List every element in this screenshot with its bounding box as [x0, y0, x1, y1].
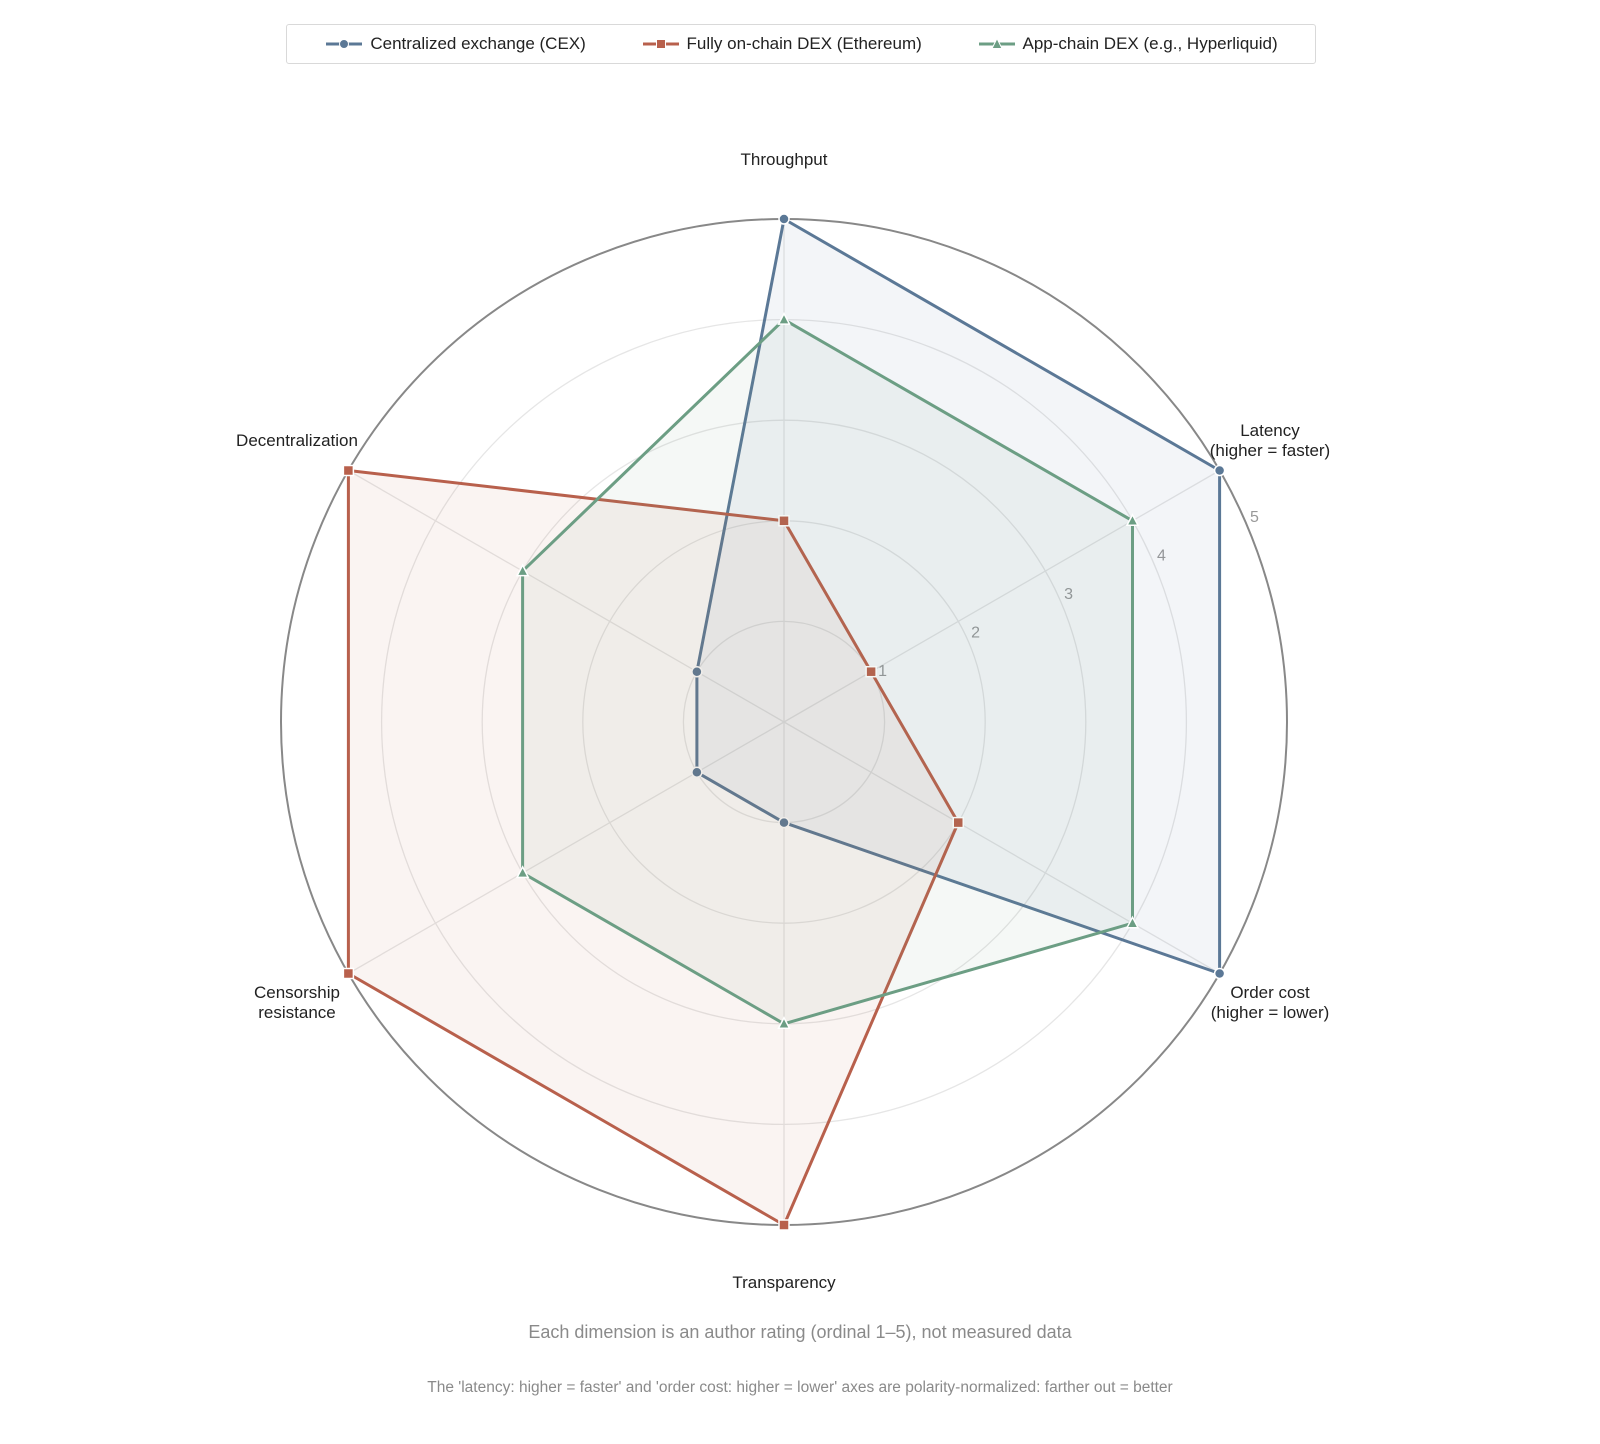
radial-tick-label: 5	[1250, 509, 1259, 526]
data-point	[778, 1219, 790, 1231]
data-point	[777, 1016, 791, 1030]
axis-label-line: (higher = lower)	[1211, 1003, 1330, 1022]
legend-label-appchain-dex: App-chain DEX (e.g., Hyperliquid)	[1022, 34, 1278, 53]
series-area	[522, 319, 1133, 1024]
legend-label-onchain-dex: Fully on-chain DEX (Ethereum)	[686, 34, 922, 53]
legend-square-marker-icon	[642, 39, 679, 49]
data-point	[691, 766, 703, 779]
grid-spoke	[348, 721, 785, 975]
chart-note-polarity: The 'latency: higher = faster' and 'orde…	[427, 1379, 1173, 1396]
axis-label-line: Censorship	[254, 983, 340, 1002]
axis-label-line: Throughput	[741, 150, 828, 169]
data-point	[515, 563, 530, 577]
axis-label-line: Decentralization	[236, 431, 358, 450]
legend: Centralized exchange (CEX) Fully on-chai…	[286, 24, 1316, 64]
data-point	[778, 213, 790, 225]
legend-item-appchain-dex: App-chain DEX (e.g., Hyperliquid)	[977, 34, 1278, 54]
data-point	[342, 464, 355, 477]
axis-label-line: resistance	[258, 1003, 335, 1022]
data-point	[778, 816, 790, 829]
axis-label: Decentralization	[236, 431, 358, 450]
data-point	[777, 311, 791, 325]
data-point	[1213, 464, 1226, 477]
axis-label: Throughput	[741, 150, 828, 169]
grid-spoke	[348, 469, 785, 723]
axis-label-line: Transparency	[732, 1273, 836, 1292]
legend-label-cex: Centralized exchange (CEX)	[370, 34, 586, 53]
legend-item-cex: Centralized exchange (CEX)	[324, 34, 586, 54]
data-point	[342, 967, 355, 980]
axis-label-line: Latency	[1240, 421, 1300, 440]
radial-tick-label: 4	[1157, 547, 1166, 564]
legend-item-onchain-dex: Fully on-chain DEX (Ethereum)	[641, 34, 922, 54]
chart-note-rating: Each dimension is an author rating (ordi…	[528, 1322, 1072, 1342]
radial-tick-label: 1	[878, 663, 887, 680]
legend-circle-marker-icon	[326, 39, 363, 49]
data-point	[865, 665, 877, 678]
axis-label-line: (higher = faster)	[1210, 441, 1330, 460]
grid-spoke	[783, 469, 1220, 723]
axis-label-line: Order cost	[1230, 983, 1310, 1002]
data-point	[1125, 513, 1140, 527]
data-point	[952, 816, 964, 829]
axis-label: Latency (higher = faster)	[1210, 421, 1330, 460]
data-point	[515, 865, 530, 879]
radial-tick-label: 3	[1064, 586, 1073, 603]
axis-label: Censorship resistance	[254, 983, 340, 1022]
data-point	[1125, 915, 1140, 929]
data-point	[778, 515, 790, 527]
data-point	[691, 665, 703, 678]
legend-triangle-marker-icon	[978, 37, 1015, 49]
axis-label: Transparency	[732, 1273, 836, 1292]
series-area	[348, 470, 959, 1225]
axis-label: Order cost (higher = lower)	[1211, 983, 1330, 1022]
radial-tick-label: 2	[971, 624, 980, 641]
series-area	[696, 219, 1220, 974]
data-point	[1213, 967, 1226, 980]
grid-spoke	[783, 721, 1220, 975]
